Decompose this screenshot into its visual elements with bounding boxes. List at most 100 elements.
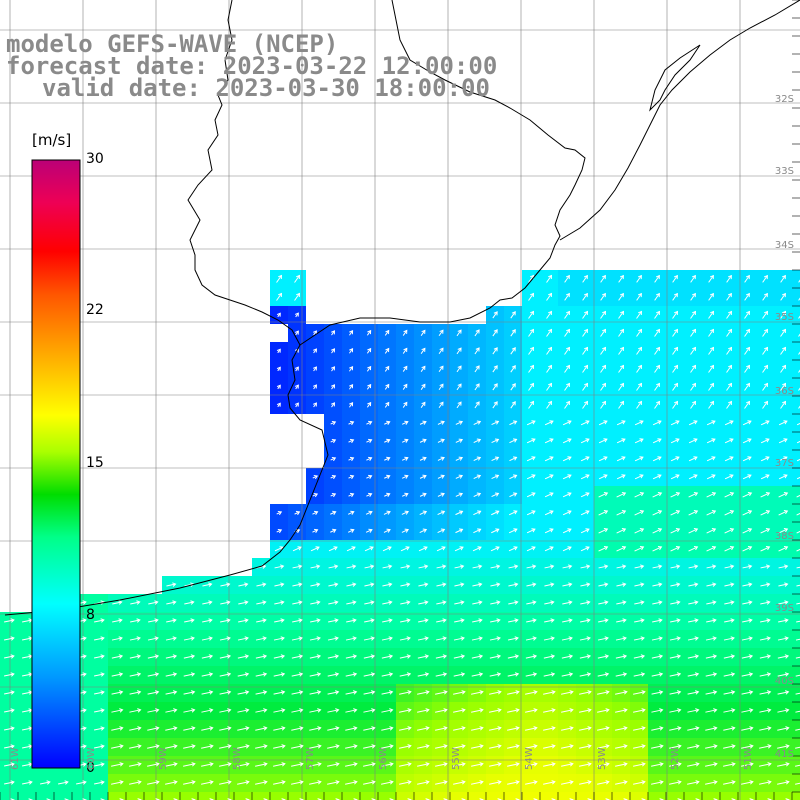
wind-arrow — [582, 310, 589, 319]
wind-arrow — [382, 618, 393, 623]
wind-speed-cell — [612, 792, 630, 800]
wind-arrow — [688, 420, 698, 426]
wind-arrow — [544, 510, 554, 516]
wind-arrow — [687, 654, 700, 659]
wind-arrow — [724, 510, 735, 516]
wind-arrow — [597, 726, 610, 731]
wind-arrow — [489, 726, 502, 731]
wind-arrow — [456, 383, 462, 391]
wind-speed-cell — [792, 756, 800, 774]
wind-arrow — [543, 744, 556, 749]
wind-arrow — [546, 292, 553, 301]
wind-arrow — [436, 564, 447, 569]
wind-arrow — [312, 384, 317, 390]
wind-arrow — [276, 292, 283, 301]
wind-arrow — [687, 744, 700, 749]
wind-arrow — [292, 618, 303, 623]
wind-arrow — [276, 274, 283, 283]
lon-label: 52W — [670, 747, 681, 770]
wind-arrow — [165, 744, 178, 749]
wind-arrow — [544, 492, 554, 498]
wind-arrow — [579, 690, 592, 695]
wind-arrow — [616, 420, 626, 426]
wind-arrow — [366, 401, 372, 408]
wind-arrow — [780, 346, 787, 355]
wind-arrow — [636, 364, 643, 373]
wind-arrow — [654, 364, 661, 373]
wind-speed-cell — [450, 792, 468, 800]
wind-arrow — [202, 618, 213, 623]
lon-label: 58W — [232, 747, 243, 770]
lon-label: 53W — [597, 747, 608, 770]
wind-arrow — [690, 400, 697, 409]
wind-arrow — [345, 708, 358, 713]
wind-arrow — [562, 510, 572, 516]
wind-arrow — [744, 400, 751, 409]
wind-arrow — [274, 600, 285, 605]
wind-arrow — [435, 744, 448, 749]
wind-arrow — [507, 744, 520, 749]
wind-arrow — [744, 328, 751, 337]
wind-arrow — [331, 348, 336, 354]
wind-arrow — [741, 636, 753, 641]
wind-arrow — [564, 292, 570, 301]
wind-arrow — [381, 726, 394, 731]
wind-arrow — [688, 564, 699, 569]
wind-arrow — [453, 636, 465, 641]
wind-arrow — [762, 328, 769, 337]
wind-arrow — [507, 654, 520, 659]
wind-arrow — [688, 492, 699, 498]
wind-arrow — [796, 602, 800, 605]
wind-arrow — [455, 438, 464, 443]
wind-arrow — [705, 672, 718, 677]
wind-arrow — [690, 346, 697, 355]
wind-arrow — [762, 274, 768, 283]
wind-arrow — [330, 438, 337, 444]
wind-arrow — [489, 708, 502, 713]
wind-arrow — [492, 383, 498, 391]
wind-arrow — [672, 382, 679, 391]
wind-arrow — [365, 510, 373, 515]
wind-arrow — [690, 382, 697, 391]
wind-arrow — [382, 546, 392, 552]
wind-arrow — [327, 744, 340, 749]
wind-arrow — [219, 672, 232, 677]
wind-arrow — [399, 726, 412, 731]
wind-arrow — [600, 310, 607, 319]
wind-arrow — [490, 546, 500, 552]
wind-arrow — [330, 492, 337, 498]
wind-arrow — [723, 744, 736, 749]
wind-arrow — [744, 292, 750, 301]
wind-arrow — [453, 654, 466, 659]
wind-arrow — [473, 474, 482, 479]
wind-arrow — [165, 672, 178, 677]
wind-speed-cell — [792, 666, 800, 684]
wind-arrow — [778, 438, 788, 444]
wind-arrow — [636, 274, 642, 283]
wind-arrow — [419, 420, 427, 425]
wind-speed-cell — [792, 774, 800, 792]
wind-arrow — [544, 528, 554, 534]
wind-arrow — [166, 618, 177, 623]
wind-arrow — [130, 618, 141, 623]
wind-arrow — [510, 329, 516, 337]
wind-arrow — [616, 474, 626, 480]
wind-arrow — [348, 474, 355, 480]
wind-arrow — [492, 347, 498, 355]
wind-arrow — [384, 383, 390, 390]
wind-speed-cell — [468, 792, 486, 800]
wind-arrow — [291, 690, 304, 695]
wind-speed-cell — [666, 792, 684, 800]
wind-arrow — [294, 366, 299, 372]
wind-arrow — [273, 690, 286, 695]
wind-arrow — [526, 600, 537, 605]
wind-arrow — [147, 708, 160, 713]
wind-arrow — [742, 438, 752, 444]
wind-arrow — [489, 690, 502, 695]
wind-speed-cell — [594, 792, 612, 800]
wind-arrow — [474, 383, 480, 391]
wind-arrow — [724, 600, 735, 605]
wind-arrow — [402, 383, 408, 390]
